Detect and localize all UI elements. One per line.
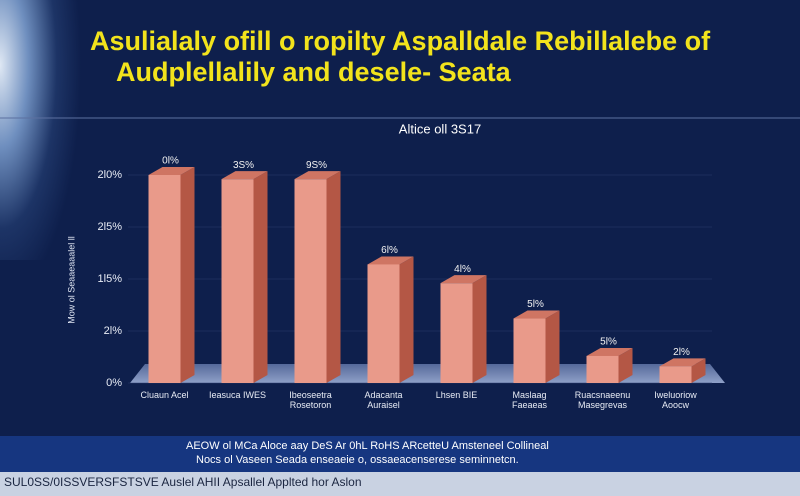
title-line: Audplellalily and desele- Seata (116, 57, 512, 87)
bar (659, 366, 692, 383)
bar-side (180, 167, 195, 383)
x-tick-label: Maslaag Faeaeas (511, 390, 548, 410)
bar-top (221, 171, 268, 180)
value-label: 5l% (527, 299, 544, 310)
bar (367, 264, 400, 383)
value-label: 9S% (306, 160, 327, 171)
bar (221, 179, 254, 383)
floor (130, 364, 725, 383)
bar-side (253, 171, 268, 383)
bar-top (440, 275, 487, 284)
y-tick-label: 0% (106, 377, 122, 389)
x-tick-label: Lhsen BIE (435, 390, 478, 400)
value-label: 4l% (454, 264, 471, 275)
bar-top (513, 310, 560, 319)
bar-top (148, 167, 195, 175)
x-tick-label: Cluaun Acel (140, 390, 189, 400)
value-label: 6l% (381, 245, 398, 256)
bar-top (659, 358, 706, 367)
source-band (0, 472, 800, 496)
bar-side (399, 256, 414, 383)
footnote: Nocs ol Vaseen Seada enseaeie o, ossaeac… (196, 454, 519, 466)
x-tick-label: Ibeoseetra Rosetoron (289, 390, 332, 410)
bar (586, 355, 619, 383)
x-tick-label: Ruacsnaeenu Masegrevas (574, 390, 631, 410)
x-tick-label: Iweluoriow Aoocw (654, 390, 697, 410)
bar-side (618, 347, 633, 383)
footnote-band (0, 436, 800, 472)
x-tick-label: Adacanta Auraisel (364, 390, 403, 410)
title-line: Asulialaly ofill o ropilty Aspalldale Re… (90, 26, 711, 56)
bar-top (294, 171, 341, 180)
bar (440, 283, 473, 383)
footnote: AEOW ol MCa Aloce aay DeS Ar 0hL RoHS AR… (186, 440, 549, 452)
bar-side (545, 310, 560, 383)
y-tick-label: 2l0% (98, 169, 123, 181)
y-axis-label: Mow ol Seaaeaaalel ll (66, 236, 76, 324)
bar-top (367, 256, 414, 265)
y-tick-label: 2l5% (98, 221, 123, 233)
y-tick-label: 1l5% (98, 273, 123, 285)
bar-top (586, 347, 633, 356)
bar-side (472, 275, 487, 383)
bar (148, 175, 181, 383)
source: SUL0SS/0ISSVERSFSTSVE Auslel AHII Apsall… (4, 475, 362, 489)
bar (513, 318, 546, 383)
bar-side (691, 358, 706, 383)
value-label: 5l% (600, 337, 617, 348)
chart-subtitle: Altice oll 3S17 (399, 121, 481, 136)
bar-side (326, 171, 341, 383)
globe-image (0, 0, 90, 260)
x-tick-label: Ieasuca IWES (208, 390, 267, 400)
bar (294, 179, 327, 383)
value-label: 0l% (162, 156, 179, 167)
value-label: 2l% (673, 347, 690, 358)
value-label: 3S% (233, 160, 254, 171)
y-tick-label: 2l% (104, 325, 123, 337)
